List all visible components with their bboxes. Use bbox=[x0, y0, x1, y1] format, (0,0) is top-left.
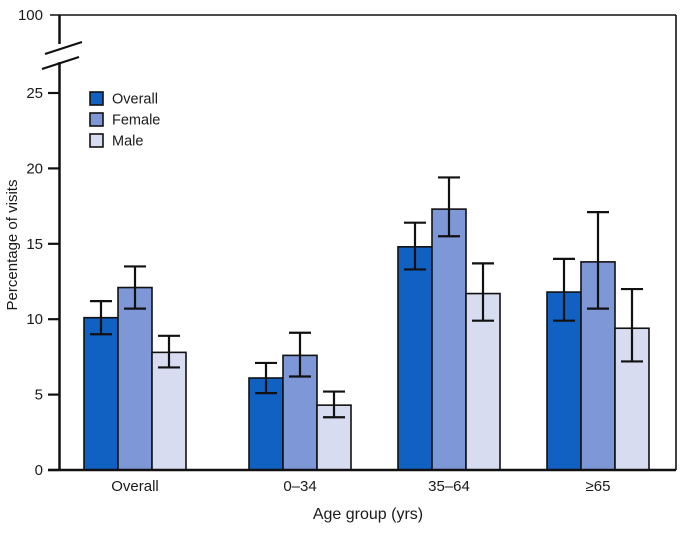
bar-male-0 bbox=[151, 351, 187, 471]
y-tick-label-20: 20 bbox=[26, 160, 43, 177]
error-bar-female-3 bbox=[587, 211, 609, 310]
bar-overall-0 bbox=[83, 316, 119, 471]
legend-swatch-overall bbox=[89, 91, 104, 106]
bar-overall-2 bbox=[397, 246, 433, 471]
y-tick-label-25: 25 bbox=[26, 85, 43, 102]
error-bar-overall-0 bbox=[90, 300, 112, 336]
y-tick-label-break: 100 bbox=[18, 7, 43, 24]
x-tick-label-2: 35–64 bbox=[428, 478, 470, 495]
y-tick-label-0: 0 bbox=[35, 462, 43, 479]
error-bar-male-3 bbox=[621, 287, 643, 363]
x-tick-label-3: ≥65 bbox=[586, 478, 611, 495]
error-bar-male-1 bbox=[323, 390, 345, 419]
y-tick-label-15: 15 bbox=[26, 236, 43, 253]
legend-label-female: Female bbox=[112, 113, 160, 129]
plot-area: Overall 0–34 35–64 ≥65 0 5 10 15 20 25 100 bbox=[18, 7, 677, 495]
x-tick-label-0: Overall bbox=[111, 478, 159, 495]
error-bar-overall-2 bbox=[404, 221, 426, 271]
error-bar-female-2 bbox=[438, 176, 460, 238]
legend-label-male: Male bbox=[112, 134, 143, 150]
y-tick-label-5: 5 bbox=[35, 387, 43, 404]
bar-female-0 bbox=[117, 286, 153, 471]
chart-legend: Overall Female Male bbox=[89, 91, 160, 150]
axis-break-slash bbox=[44, 40, 83, 56]
error-bar-female-0 bbox=[124, 265, 146, 310]
error-bar-male-0 bbox=[158, 334, 180, 369]
x-axis-title: Age group (yrs) bbox=[313, 506, 423, 523]
error-bar-overall-1 bbox=[255, 361, 277, 395]
x-tick-label-1: 0–34 bbox=[283, 478, 316, 495]
error-bar-male-2 bbox=[472, 262, 494, 322]
error-bar-female-1 bbox=[289, 331, 311, 378]
axis-break-slash bbox=[41, 55, 80, 71]
legend-label-overall: Overall bbox=[112, 92, 158, 108]
error-bar-overall-3 bbox=[553, 257, 575, 322]
legend-swatch-male bbox=[89, 133, 104, 148]
y-axis-title: Percentage of visits bbox=[4, 180, 21, 311]
y-tick-label-10: 10 bbox=[26, 311, 43, 328]
bar-female-2 bbox=[431, 208, 467, 471]
legend-swatch-female bbox=[89, 112, 104, 127]
